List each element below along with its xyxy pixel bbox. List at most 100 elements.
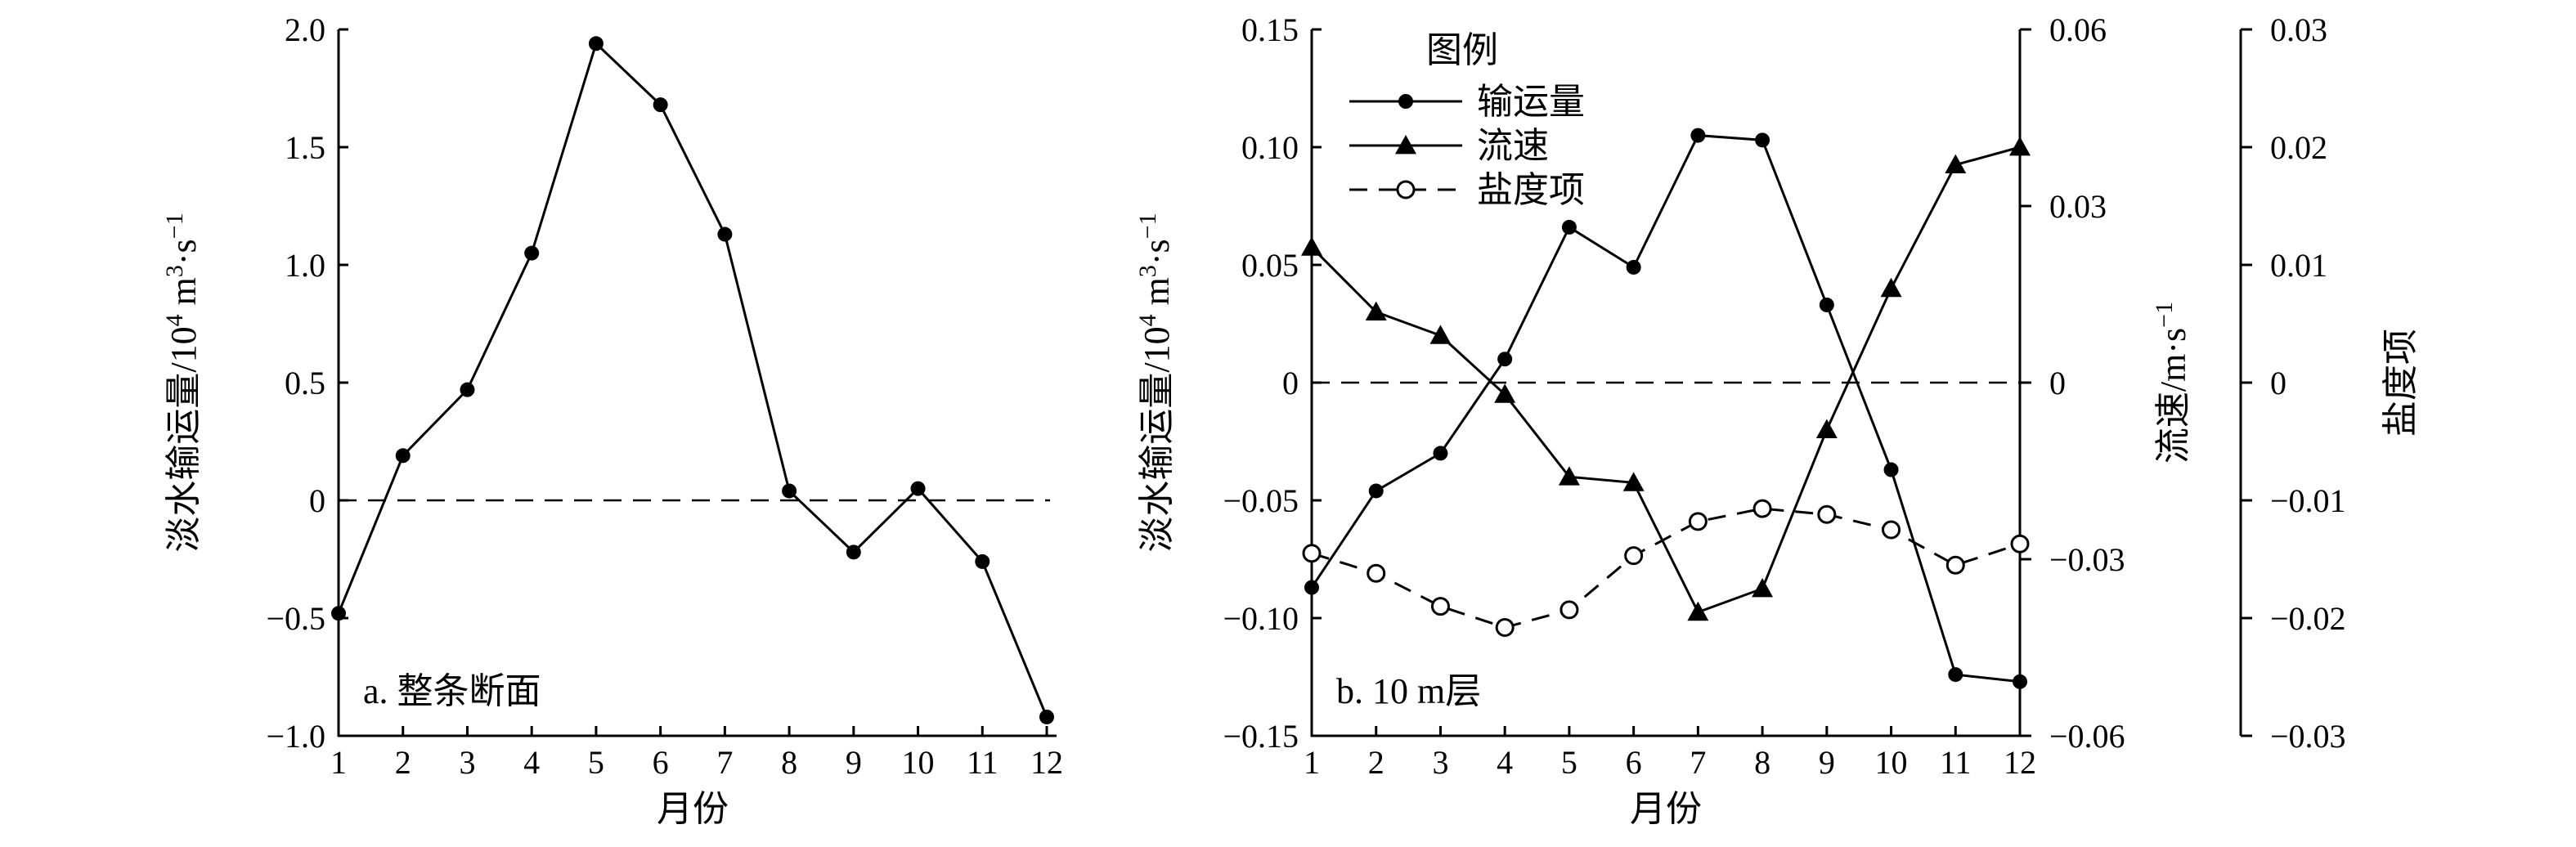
x-tick-label: 10 <box>902 744 935 781</box>
series-2-point <box>1302 544 1322 563</box>
x-tick-label: 7 <box>1690 744 1706 781</box>
y3-tick-label: −0.03 <box>2270 718 2346 755</box>
y-tick-label: −0.15 <box>1223 718 1299 755</box>
x-tick-label: 2 <box>1368 744 1384 781</box>
x-axis-title: 月份 <box>657 789 729 829</box>
x-tick-label: 3 <box>1432 744 1448 781</box>
x-tick-label: 9 <box>846 744 862 781</box>
series-0 <box>331 36 1054 724</box>
panel-a: 1 2 3 4 5 6 7 8 9 10 11 122.01.51.00.50−0.5−1.0月份淡水… <box>161 11 1064 829</box>
series-1-line <box>1310 146 2021 614</box>
y-axis-title: 淡水输运量/104 m3·s−1 <box>1134 213 1178 552</box>
series-2-point <box>1882 520 1901 540</box>
series-0-point <box>1819 297 1834 312</box>
x-tick-label: 4 <box>1497 744 1513 781</box>
y-tick-label: 0.05 <box>1241 247 1299 284</box>
x-tick-label: 11 <box>967 744 999 781</box>
legend-label: 流速 <box>1477 126 1549 166</box>
x-tick-label: 2 <box>395 744 411 781</box>
x-tick-label: 12 <box>1030 744 1063 781</box>
y-tick-label: −0.5 <box>266 600 325 637</box>
series-0 <box>1304 128 2027 689</box>
y-tick-label: −1.0 <box>266 718 325 755</box>
series-0-point <box>653 97 668 113</box>
y2-tick-label: 0 <box>2049 365 2066 401</box>
y3-axis-title: 盐度项 <box>2381 329 2421 437</box>
y2-axis-title: 流速/m·s−1 <box>2151 302 2194 464</box>
y3-tick-label: −0.01 <box>2270 482 2346 519</box>
panel-label: a. 整条断面 <box>363 671 541 711</box>
series-1-point <box>1687 601 1709 621</box>
legend-title: 图例 <box>1426 30 1498 70</box>
y-tick-label: 1.5 <box>285 129 325 166</box>
series-0-point <box>1304 580 1319 595</box>
x-tick-label: 5 <box>588 744 604 781</box>
y2-tick-label: 0.06 <box>2049 11 2107 48</box>
x-tick-label: 1 <box>1304 744 1320 781</box>
y-tick-label: 0.10 <box>1241 129 1299 166</box>
series-0-point <box>1626 259 1641 275</box>
x-tick-label: 8 <box>1754 744 1770 781</box>
x-tick-label: 4 <box>523 744 540 781</box>
series-2-point <box>1688 512 1708 531</box>
legend-label: 盐度项 <box>1477 170 1585 210</box>
x-tick-label: 5 <box>1561 744 1577 781</box>
y2-tick-label: −0.03 <box>2049 541 2125 578</box>
x-tick-label: 7 <box>716 744 733 781</box>
series-2-point <box>1945 555 1965 575</box>
series-2-point <box>1430 597 1450 616</box>
series-0-point <box>460 382 475 397</box>
series-1-point <box>1622 472 1645 491</box>
series-0-line <box>337 41 1048 718</box>
series-0-point <box>910 481 926 496</box>
y3-tick-label: 0 <box>2270 365 2287 401</box>
series-2-point <box>1367 563 1386 583</box>
series-0-point <box>1497 352 1513 367</box>
y-tick-label: 1.0 <box>285 247 325 284</box>
x-tick-label: 9 <box>1819 744 1835 781</box>
series-0-point <box>1039 709 1054 724</box>
series-1-point <box>1301 236 1322 256</box>
y-tick-label: −0.10 <box>1223 600 1299 637</box>
series-0-point <box>1690 128 1706 143</box>
y-tick-label: 0.15 <box>1241 11 1299 48</box>
series-0-point <box>782 483 797 499</box>
panel-b: 1 2 3 4 5 6 7 8 9 10 11 120.150.100.050−0.05−0.10−0… <box>1134 11 2421 829</box>
series-2 <box>1302 499 2030 638</box>
y3-tick-label: 0.03 <box>2270 11 2327 48</box>
series-1-point <box>1752 578 1774 598</box>
x-tick-label: 12 <box>2004 744 2036 781</box>
legend-marker <box>1398 94 1413 109</box>
series-1-point <box>1365 301 1387 320</box>
series-0-point <box>975 553 990 569</box>
series-0-point <box>717 226 733 242</box>
series-2-point <box>1817 504 1837 524</box>
series-1-point <box>1945 154 1967 173</box>
y2-tick-label: 0.03 <box>2049 188 2107 225</box>
series-2-point <box>1560 600 1579 620</box>
series-2-point <box>2010 534 2030 553</box>
series-1 <box>1301 137 2031 621</box>
series-0-point <box>1433 446 1448 461</box>
series-2-point <box>1495 618 1515 638</box>
panel-label: b. 10 m层 <box>1336 671 1481 711</box>
series-2-point <box>1624 546 1644 566</box>
y-tick-label: 0.5 <box>285 365 325 401</box>
series-0-point <box>1755 132 1770 148</box>
series-0-point <box>1883 462 1899 477</box>
x-tick-label: 3 <box>459 744 475 781</box>
series-1-point <box>1815 419 1838 438</box>
series-1-point <box>1880 277 1902 298</box>
x-tick-label: 6 <box>653 744 669 781</box>
legend-marker <box>1395 135 1416 155</box>
series-0-point <box>846 544 861 560</box>
y-tick-label: 0 <box>1282 365 1299 401</box>
series-1-point <box>1558 466 1580 486</box>
x-tick-label: 8 <box>781 744 797 781</box>
x-tick-label: 11 <box>1940 744 1972 781</box>
series-2-point <box>1752 499 1772 518</box>
y-tick-label: 0 <box>309 482 325 519</box>
series-0-point <box>1561 219 1577 235</box>
